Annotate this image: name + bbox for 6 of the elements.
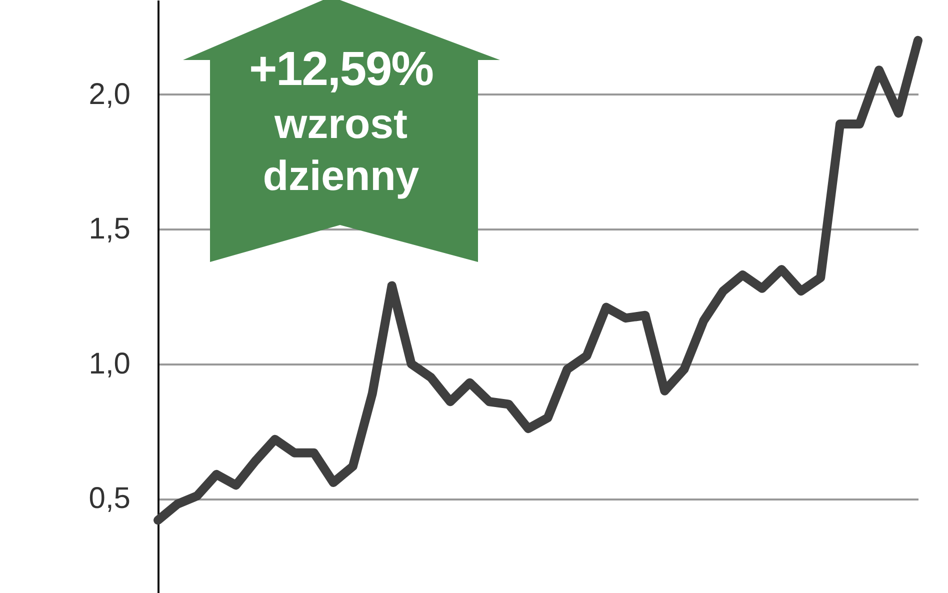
y-tick-label: 2,0 [88, 78, 130, 111]
y-tick-label: 1,5 [88, 212, 130, 246]
y-tick-label: 1,0 [88, 347, 130, 380]
annotation: wzrost dzienny [262, 99, 420, 201]
annotation: +12,59% [248, 42, 434, 98]
y-tick-label: 0,5 [88, 482, 130, 516]
